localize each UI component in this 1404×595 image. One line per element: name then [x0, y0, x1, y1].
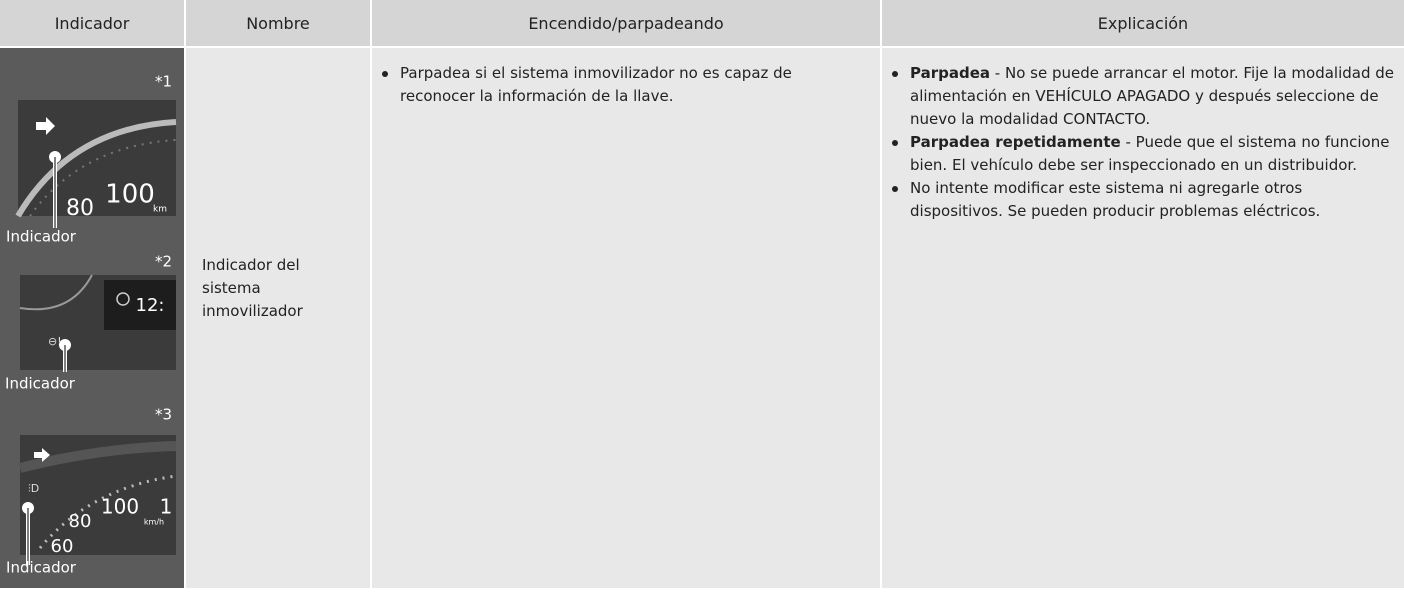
gauge-3: ⫶D — [18, 435, 177, 555]
note-mark: *2 — [155, 253, 172, 271]
header-cell: Indicador — [0, 0, 184, 46]
header-cell: Nombre — [186, 0, 370, 46]
header-cell: Explicación — [882, 0, 1404, 46]
explanation-bold: Parpadea repetidamente — [910, 133, 1121, 151]
callout-label: Indicador — [6, 559, 77, 577]
note-mark: *1 — [155, 73, 172, 91]
explanation-item: Parpadea - No se puede arrancar el motor… — [888, 62, 1398, 131]
gauge-label: 1 — [160, 495, 173, 519]
explanation-text: - Puede que el sistema no funcione bien.… — [910, 133, 1390, 174]
status-item: Parpadea si el sistema inmovilizador no … — [378, 62, 868, 108]
gauge-label: 80 — [66, 196, 94, 221]
callout-label: Indicador — [5, 375, 76, 393]
gauge-label: 80 — [69, 511, 92, 532]
explanation-bold: Parpadea — [910, 64, 991, 82]
header-cell: Encendido/parpadeando — [372, 0, 880, 46]
explanation-list: Parpadea - No se puede arrancar el motor… — [888, 62, 1398, 223]
explanation-cell: Parpadea - No se puede arrancar el motor… — [882, 48, 1404, 588]
gauge-label: 100 — [101, 495, 139, 519]
callout-label: Indicador — [6, 228, 77, 246]
explanation-item: No intente modificar este sistema ni agr… — [888, 177, 1398, 223]
svg-text:⊖!: ⊖! — [48, 335, 62, 348]
svg-text:⫶D: ⫶D — [28, 482, 39, 495]
status-cell: Parpadea si el sistema inmovilizador no … — [372, 48, 880, 588]
gauge-label: 12: — [136, 295, 165, 316]
gauge-label: km/h — [144, 518, 164, 527]
explanation-item: Parpadea repetidamente - Puede que el si… — [888, 131, 1398, 177]
explanation-text: - No se puede arrancar el motor. Fije la… — [910, 64, 1394, 128]
status-list: Parpadea si el sistema inmovilizador no … — [378, 62, 868, 108]
name-cell: Indicador del sistema inmovilizador — [186, 48, 370, 588]
gauge-label: 60 — [51, 536, 74, 557]
gauge-label: 100 — [105, 180, 155, 210]
indicator-cell: ⊖! ⫶D *1 Indicador 100 80 km *2 Indicador 12: *3… — [0, 48, 184, 588]
indicator-name: Indicador del sistema inmovilizador — [202, 256, 303, 320]
indicator-images: ⊖! ⫶D *1 Indicador 100 80 km *2 Indicador 12: *3… — [5, 73, 177, 577]
gauge-label: km — [153, 205, 167, 215]
gauge-1 — [15, 100, 177, 218]
note-mark: *3 — [155, 406, 172, 424]
explanation-text: No intente modificar este sistema ni agr… — [910, 179, 1321, 220]
gauge-2: ⊖! — [19, 274, 176, 370]
callouts — [22, 151, 71, 565]
